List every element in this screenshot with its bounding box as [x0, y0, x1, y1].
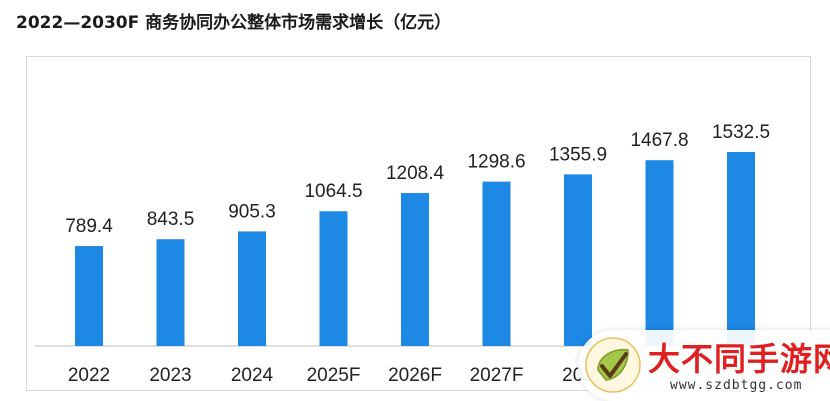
data-label-2024: 905.3 [228, 201, 276, 222]
data-label-2022: 789.4 [65, 216, 113, 237]
x-tick-label-2024: 2024 [231, 365, 274, 386]
bar-2025F [319, 211, 348, 346]
data-label-2029F: 1467.8 [630, 130, 688, 151]
bar-2026F [401, 193, 429, 346]
x-tick-label-2025F: 2025F [307, 365, 361, 386]
watermark: 大不同手游网 www.szdbtgg.com [578, 330, 830, 401]
chart-title: 2022—2030F 商务协同办公整体市场需求增长（亿元） [16, 13, 452, 33]
bar-2028F [564, 174, 592, 346]
data-label-2027F: 1298.6 [467, 152, 525, 173]
bar-2030F [727, 152, 755, 346]
bar-2023 [156, 239, 185, 346]
data-label-2026F: 1208.4 [386, 163, 445, 184]
bar-2029F [645, 160, 674, 346]
data-label-2023: 843.5 [147, 209, 195, 230]
bar-2022 [75, 246, 103, 346]
leaf-checkmark-icon [585, 337, 641, 393]
x-tick-label-2023: 2023 [149, 365, 191, 386]
watermark-url: www.szdbtgg.com [670, 378, 803, 393]
bar-2027F [482, 181, 511, 346]
data-label-2030F: 1532.5 [712, 122, 770, 143]
chart-frame: 789.4 2022 843.5 2023 905.3 2024 1064.5 2025F 12… [26, 56, 811, 391]
x-tick-label-2026F: 2026F [388, 365, 442, 386]
x-tick-label-2027F: 2027F [470, 365, 524, 386]
data-label-2025F: 1064.5 [304, 181, 362, 202]
watermark-text: 大不同手游网 [648, 340, 830, 378]
x-tick-label-2022: 2022 [68, 365, 110, 386]
data-label-2028F: 1355.9 [549, 144, 607, 165]
bar-2024 [238, 231, 266, 346]
